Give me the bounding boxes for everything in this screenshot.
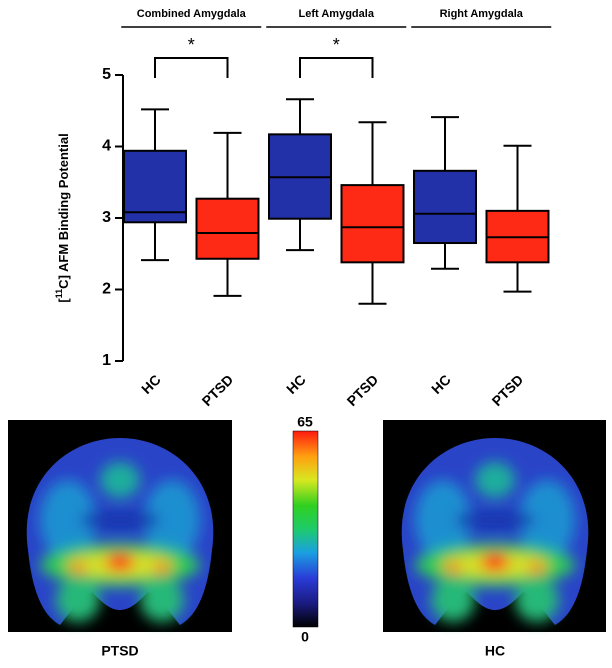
y-label-part: [ [56, 298, 71, 303]
colorbar [292, 430, 319, 628]
y-label-superscript: 11 [54, 289, 64, 299]
box [195, 197, 260, 260]
y-axis-label: [11C] AFM Binding Potential [54, 133, 71, 302]
x-tick-label: HC [138, 371, 164, 397]
box [123, 149, 187, 224]
y-label-part: C] AFM Binding Potential [56, 133, 71, 289]
y-tick-label: 3 [102, 209, 111, 226]
significance-bracket [299, 57, 374, 78]
significance-label: * [333, 35, 340, 55]
significance-bracket [154, 57, 229, 78]
group-label: Right Amygdala [440, 8, 524, 20]
group-label: Left Amygdala [299, 8, 375, 20]
image-label: PTSD [101, 643, 138, 659]
box-plot: 1 2 3 4 5 HC PTSD HC PTSD HC PTSD Combined Amygdala… [102, 8, 552, 409]
box [340, 184, 405, 264]
x-tick-label: PTSD [344, 371, 382, 409]
y-tick-label: 4 [102, 138, 111, 155]
image-label: HC [485, 643, 505, 659]
brain-image [27, 438, 214, 625]
x-tick-label: PTSD [489, 371, 527, 409]
significance-label: * [188, 35, 195, 55]
y-tick-label: 1 [102, 352, 111, 369]
y-tick-label: 2 [102, 281, 111, 298]
colorbar-max: 65 [297, 414, 313, 430]
x-tick-label: PTSD [199, 371, 237, 409]
box [413, 169, 477, 245]
x-tick-label: HC [428, 371, 454, 397]
brain-image [402, 438, 589, 625]
x-tick-label: HC [283, 371, 309, 397]
y-tick-label: 5 [102, 66, 111, 83]
colorbar-min: 0 [301, 629, 309, 645]
group-label: Combined Amygdala [137, 8, 247, 20]
